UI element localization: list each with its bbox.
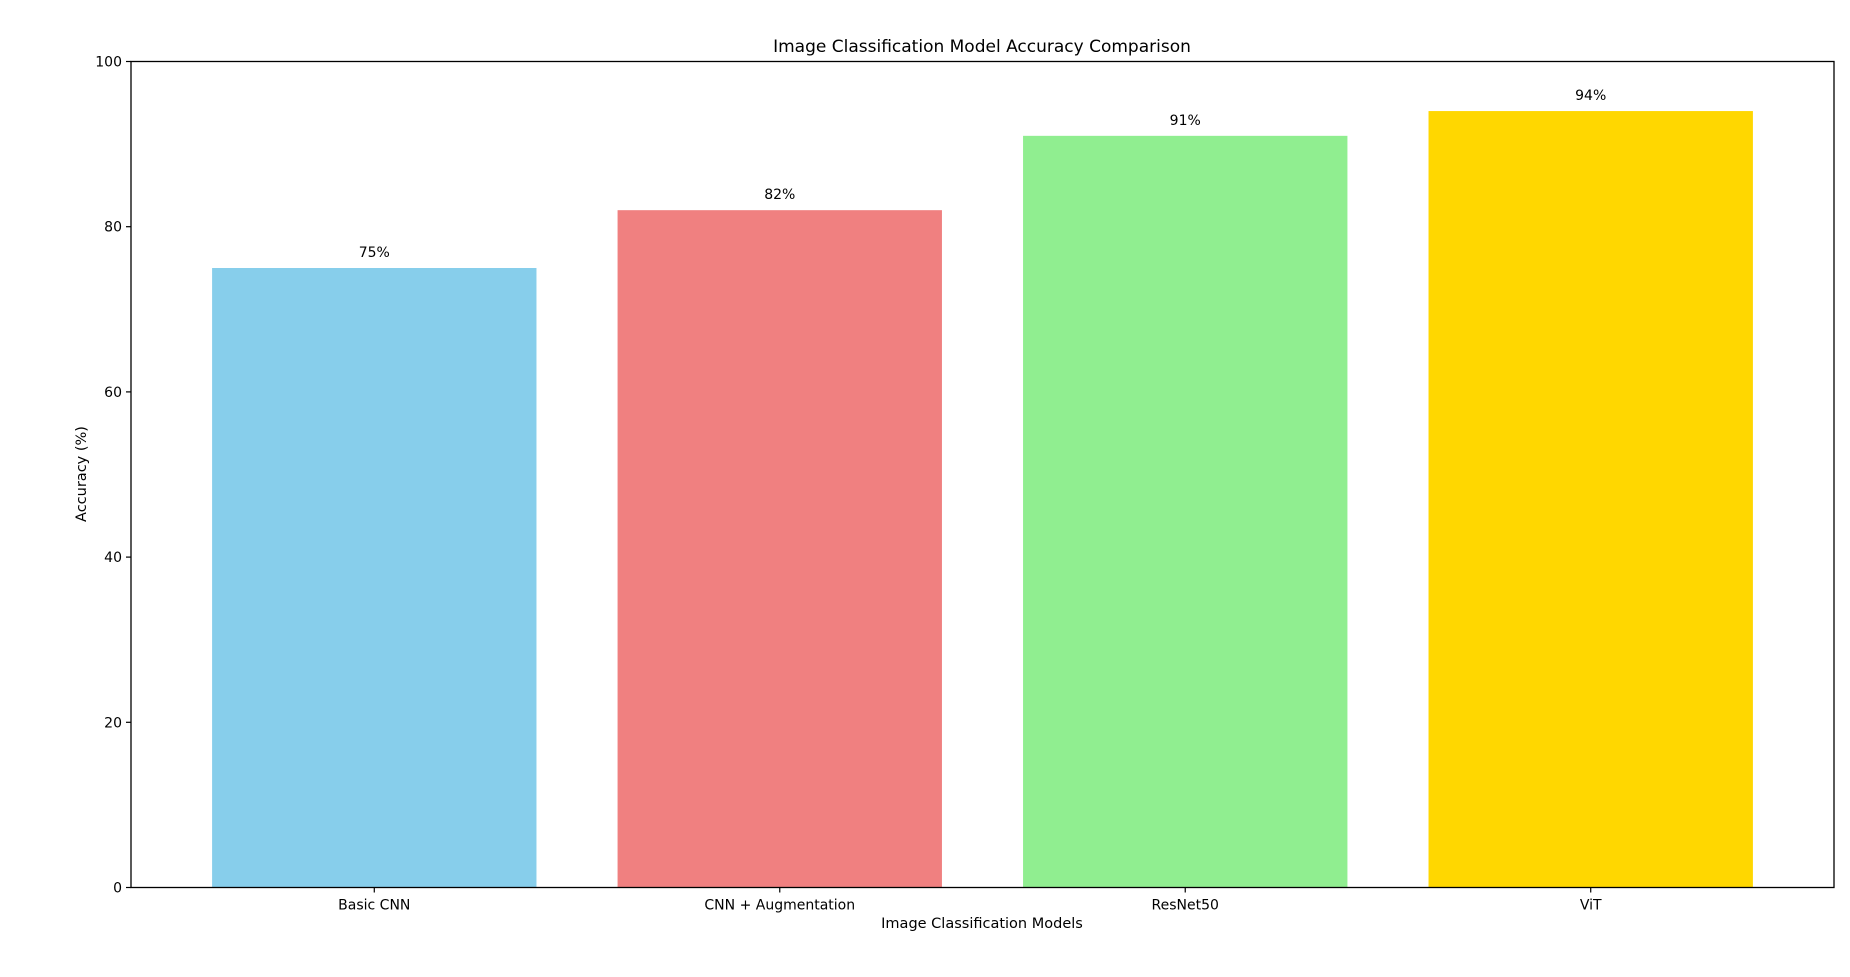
y-tick-label: 60 [104,385,122,401]
bar-3 [1428,111,1753,888]
x-tick-label: CNN + Augmentation [704,898,855,914]
bar-2 [1023,135,1348,888]
value-labels-group: 75% 82% 91% 94% [359,88,1607,261]
x-axis-label: Image Classification Models [881,916,1083,932]
bar-1 [617,210,942,888]
bar-0 [212,268,537,888]
y-axis-ticks: 0 20 40 60 80 100 [95,55,131,897]
x-tick-label: ViT [1580,898,1602,914]
x-tick-label: Basic CNN [338,898,410,914]
y-tick-label: 0 [113,881,122,897]
bar-value-label: 82% [764,187,795,203]
bar-value-label: 75% [359,245,390,261]
y-tick-label: 40 [104,550,122,566]
x-tick-label: ResNet50 [1152,898,1219,914]
bar-value-label: 94% [1575,88,1606,104]
bar-value-label: 91% [1170,113,1201,129]
y-tick-label: 20 [104,715,122,731]
y-axis-label: Accuracy (%) [74,426,90,522]
bars-group [212,111,1753,888]
x-axis-ticks: Basic CNN CNN + Augmentation ResNet50 ViT [338,887,1602,914]
y-tick-label: 100 [95,55,122,71]
y-tick-label: 80 [104,220,122,236]
chart-title: Image Classification Model Accuracy Comp… [773,37,1191,57]
plot-frame [130,60,1835,889]
